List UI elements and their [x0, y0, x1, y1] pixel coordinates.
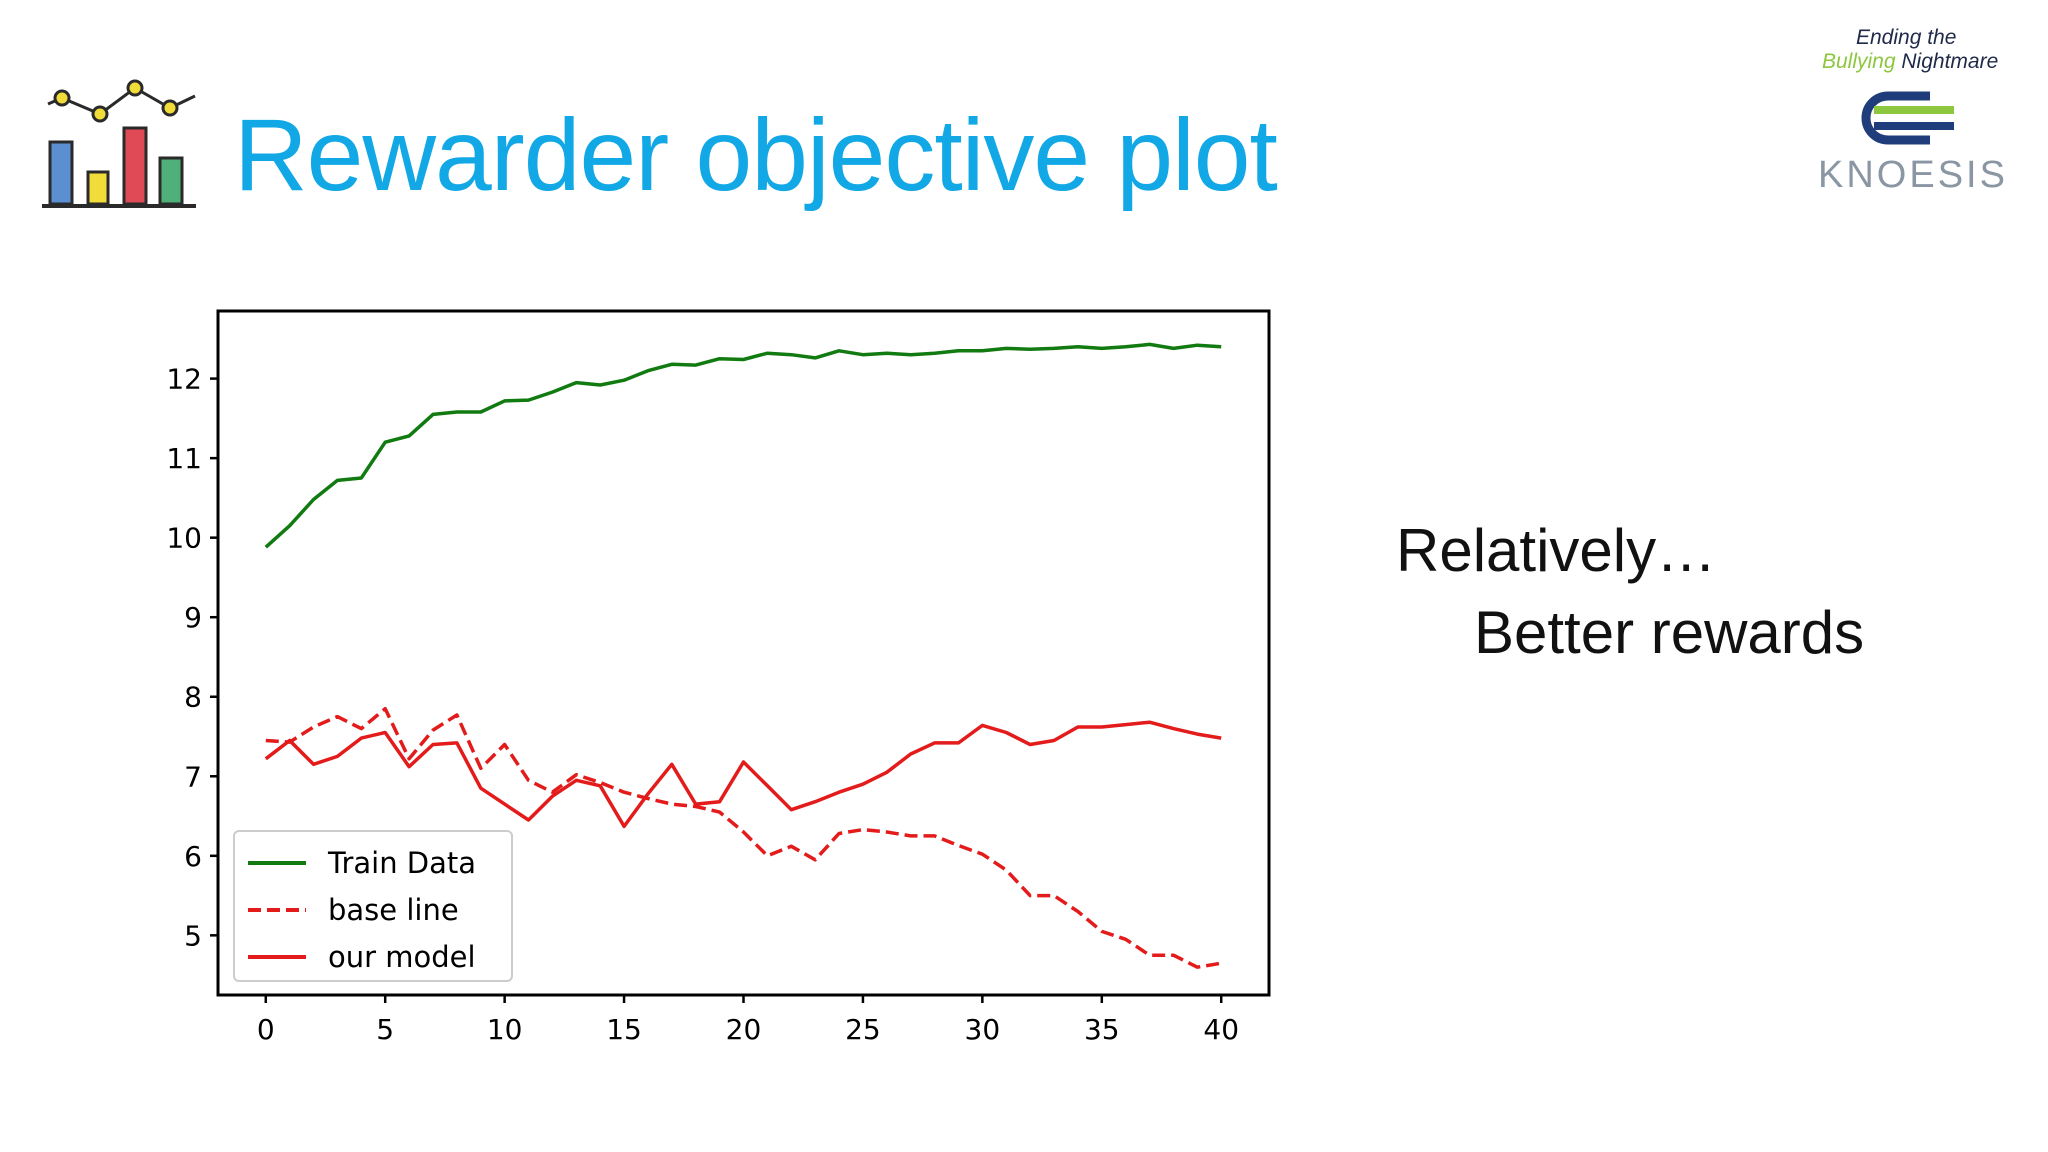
x-tick-label: 20: [726, 1013, 762, 1046]
series-line-our-model: [264, 720, 1222, 829]
y-tick-label: 7: [184, 760, 202, 793]
x-tick-label: 0: [257, 1013, 275, 1046]
slide-title: Rewarder objective plot: [234, 98, 1278, 212]
logo-tagline-line1: Ending the: [1856, 26, 1957, 49]
logo-e-mark-icon: [1861, 91, 1954, 145]
y-tick-label: 11: [166, 442, 202, 475]
side-text-line-1: Relatively…: [1396, 517, 1717, 584]
y-axis-ticks: 5 6 7 8 9 10 11 12: [166, 363, 218, 952]
plot-frame: [216, 309, 1271, 997]
x-axis-ticks: 0 5 10 15 20 25 30 35 40: [257, 995, 1239, 1046]
x-tick-label: 40: [1203, 1013, 1239, 1046]
logo-tagline-line2: Bullying Nightmare: [1822, 50, 1998, 74]
x-tick-label: 10: [487, 1013, 523, 1046]
y-tick-label: 12: [166, 363, 202, 396]
chart-series: [264, 342, 1222, 969]
x-tick-label: 30: [965, 1013, 1001, 1046]
x-tick-label: 15: [606, 1013, 642, 1046]
logo-tagline-bullying: Bullying: [1822, 50, 1896, 73]
logo-tagline-nightmare: Nightmare: [1901, 50, 1999, 73]
y-tick-label: 5: [184, 919, 202, 952]
x-tick-label: 35: [1084, 1013, 1120, 1046]
chart-icon: [42, 79, 196, 208]
side-text: Relatively… Better rewards: [1396, 510, 1864, 674]
legend-label: base line: [328, 893, 459, 927]
logo-wordmark: KNOESIS: [1818, 154, 2008, 196]
reward-line-chart: 5 6 7 8 9 10 11 12 0 5 10 15 20 25 30 35 40 Train Data b…: [166, 309, 1271, 1046]
x-tick-label: 25: [845, 1013, 881, 1046]
series-line-train-data: [264, 342, 1222, 549]
legend-box: [233, 830, 513, 982]
chart-legend: Train Data base line our model: [233, 830, 513, 982]
x-tick-label: 5: [376, 1013, 394, 1046]
series-line-base-line: [265, 706, 1222, 969]
legend-label: Train Data: [327, 846, 476, 880]
knoesis-logo: Ending the Bullying Nightmare KNOESIS: [1810, 22, 2020, 202]
y-tick-label: 6: [184, 840, 202, 873]
legend-label: our model: [328, 940, 476, 974]
y-tick-label: 10: [166, 522, 202, 555]
y-tick-label: 9: [184, 601, 202, 634]
side-text-line-2: Better rewards: [1474, 599, 1865, 666]
y-tick-label: 8: [184, 681, 202, 714]
